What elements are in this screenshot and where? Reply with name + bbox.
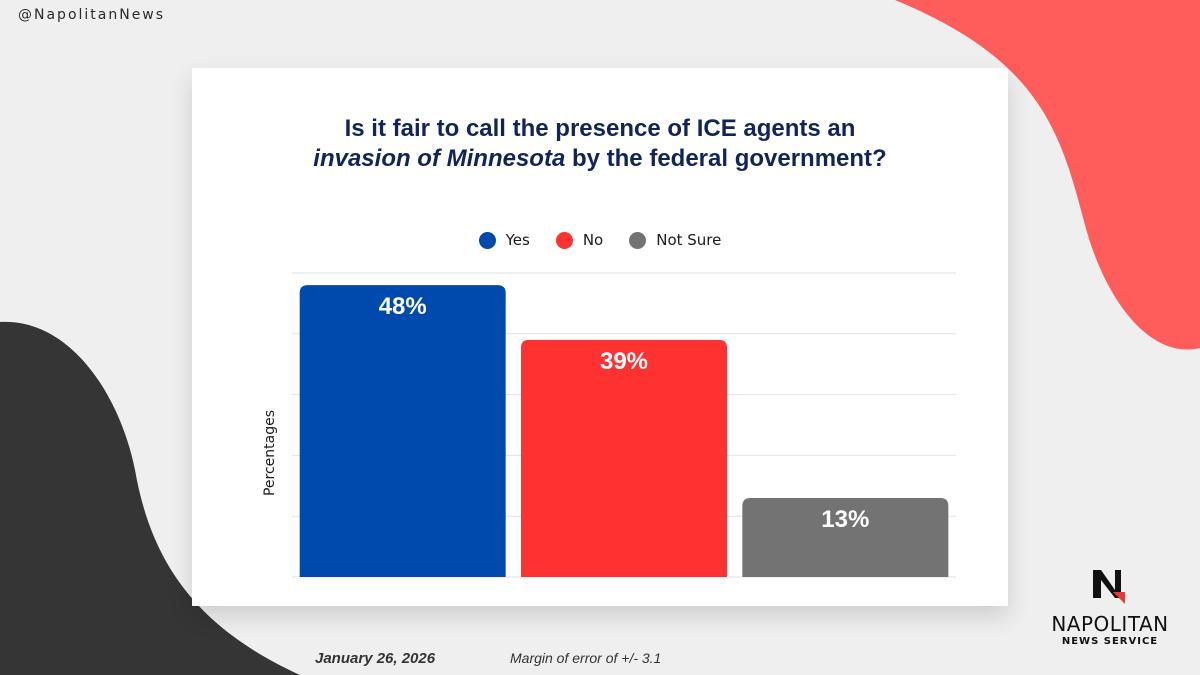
napolitan-n-icon — [1093, 570, 1125, 604]
social-handle: @NapolitanNews — [18, 7, 166, 23]
chart-title: Is it fair to call the presence of ICE a… — [192, 114, 1008, 174]
chart-legend: Yes No Not Sure — [192, 231, 1008, 249]
title-rest-part: by the federal government? — [565, 145, 887, 172]
logo-wordmark: NAPOLITAN — [1051, 612, 1169, 636]
napolitan-logo: NAPOLITAN NEWS SERVICE — [1040, 560, 1180, 650]
data-label: 39% — [600, 348, 648, 375]
legend-swatch — [629, 231, 647, 249]
y-axis-label-text: Percentages — [262, 409, 278, 497]
dark-wave-shape — [0, 321, 300, 675]
legend-item-not-sure: Not Sure — [629, 231, 721, 249]
red-wave-shape — [895, 0, 1200, 350]
legend-swatch — [478, 231, 496, 249]
title-line-1: Is it fair to call the presence of ICE a… — [344, 115, 856, 142]
title-italic-part: invasion of Minnesota — [313, 145, 566, 172]
bar-chart-plot: 48% 39% 13% — [292, 272, 956, 578]
data-label: 13% — [821, 506, 869, 533]
legend-label: Not Sure — [656, 231, 722, 249]
legend-label: Yes — [505, 231, 530, 249]
bar-yes — [299, 285, 506, 577]
legend-swatch — [555, 231, 573, 249]
chart-card: Is it fair to call the presence of ICE a… — [192, 68, 1008, 606]
bar-no — [521, 339, 727, 577]
logo-subtitle: NEWS SERVICE — [1061, 636, 1159, 647]
data-label: 48% — [379, 293, 427, 320]
margin-of-error: Margin of error of +/- 3.1 — [510, 650, 662, 666]
title-line-2: invasion of Minnesota by the federal gov… — [192, 144, 1008, 174]
legend-item-no: No — [555, 231, 604, 249]
poll-date: January 26, 2026 — [315, 650, 436, 667]
legend-item-yes: Yes — [478, 231, 530, 249]
bar-not-sure — [742, 497, 949, 577]
legend-label: No — [582, 231, 604, 249]
